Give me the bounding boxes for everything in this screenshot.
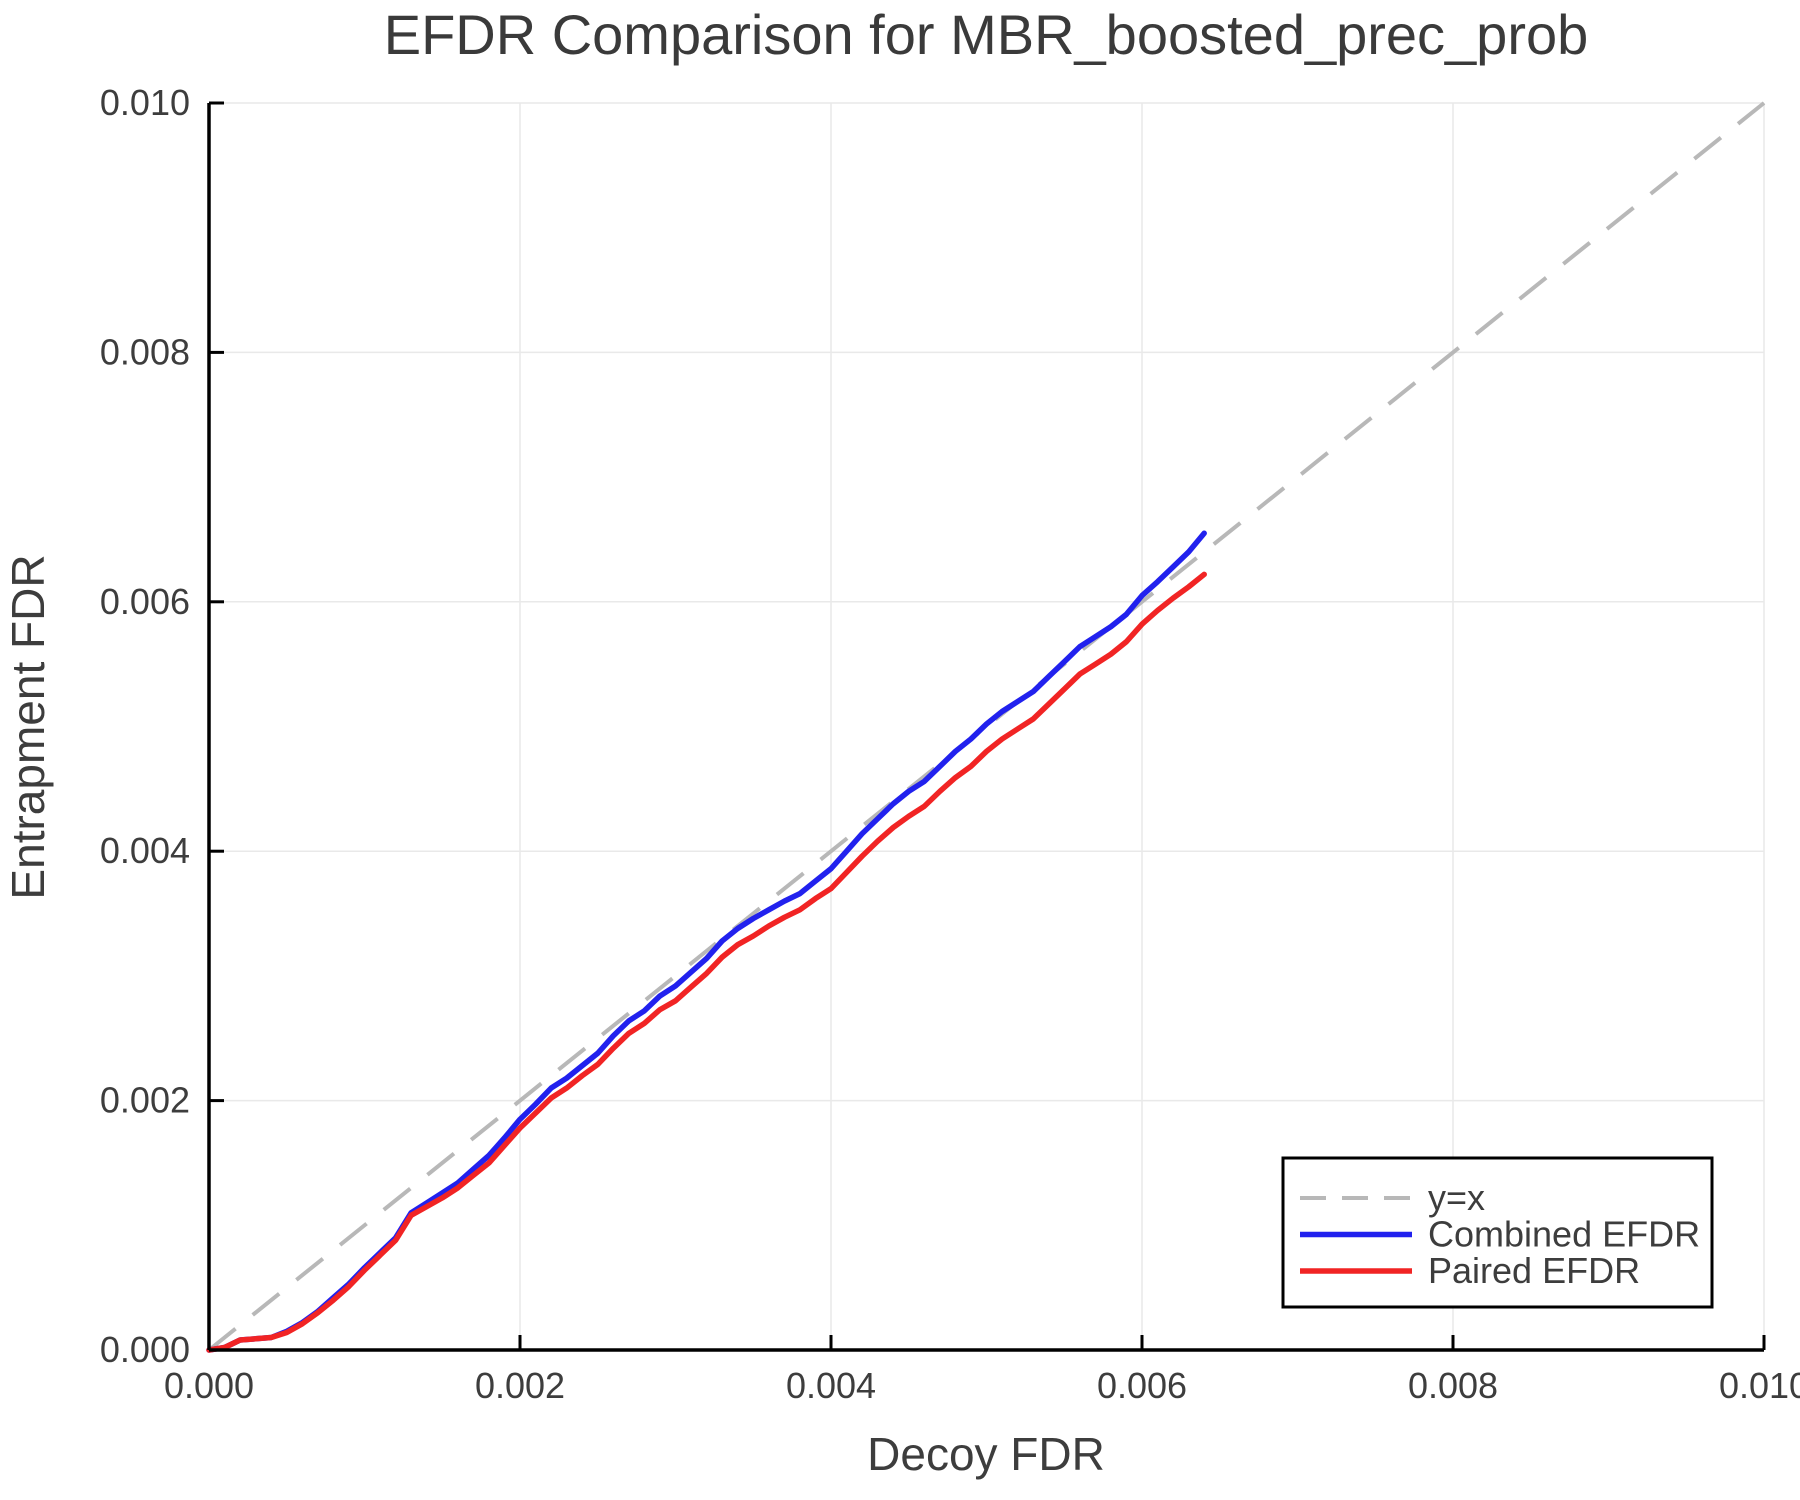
series-line-combined-efdr <box>206 530 1207 1353</box>
x-tick-labels: 0.000 0.002 0.004 0.006 0.008 0.010 <box>164 1365 1800 1406</box>
series-line-paired-efdr <box>206 571 1207 1353</box>
legend-entry-label: Combined EFDR <box>1428 1214 1700 1255</box>
axis-ticks <box>207 101 1766 1352</box>
x-tick-label: 0.010 <box>1719 1365 1800 1406</box>
y-tick-label: 0.004 <box>100 830 190 871</box>
x-tick-label: 0.004 <box>786 1365 876 1406</box>
y-tick-label: 0.008 <box>100 331 190 372</box>
y-tick-label: 0.010 <box>100 82 190 123</box>
chart-title: EFDR Comparison for MBR_boosted_prec_pro… <box>384 3 1589 66</box>
x-axis-label: Decoy FDR <box>867 1428 1105 1480</box>
x-tick-label: 0.008 <box>1408 1365 1498 1406</box>
x-tick-label: 0.002 <box>475 1365 565 1406</box>
y-axis-label: Entrapment FDR <box>2 554 54 899</box>
x-tick-label: 0.006 <box>1097 1365 1187 1406</box>
y-tick-label: 0.006 <box>100 581 190 622</box>
legend-entry-label: y=x <box>1428 1177 1485 1218</box>
y-tick-label: 0.000 <box>100 1329 190 1370</box>
data-series <box>206 530 1207 1353</box>
y-tick-label: 0.002 <box>100 1080 190 1121</box>
x-tick-label: 0.000 <box>164 1365 254 1406</box>
y-tick-labels: 0.000 0.002 0.004 0.006 0.008 0.010 <box>100 82 190 1370</box>
axes-spines <box>207 103 1764 1352</box>
gridlines <box>209 102 1765 1350</box>
legend-entry-label: Paired EFDR <box>1428 1250 1640 1291</box>
